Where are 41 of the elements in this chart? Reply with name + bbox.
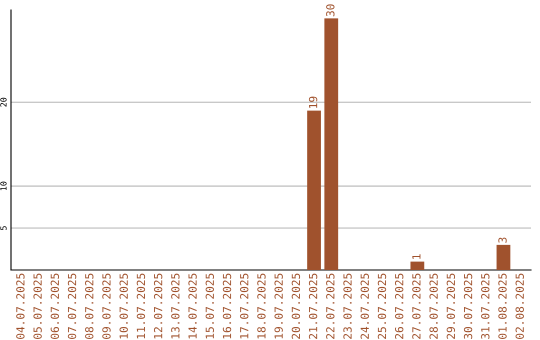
x-tick-label: 31.07.2025 [481,274,490,339]
bar [410,262,424,270]
x-tick-label: 15.07.2025 [206,274,214,338]
x-tick-label: 09.07.2025 [102,274,111,339]
data-label: 30 [326,4,335,16]
x-tick-label: 04.07.2025 [16,274,25,339]
x-tick-label: 28.07.2025 [429,274,438,339]
x-tick-label: 16.07.2025 [222,274,232,338]
x-tick-label: 23.07.2025 [343,274,352,339]
data-label: 3 [498,238,507,243]
bar [496,244,510,270]
data-label: 1 [412,254,420,259]
x-tick-label: 18.07.2025 [257,274,266,338]
x-tick-label: 01.08.2025 [498,274,507,339]
x-tick-label: 22.07.2025 [326,274,335,339]
x-tick-label: 20.07.2025 [292,274,300,339]
bar [307,110,321,270]
x-tick-label: 19.07.2025 [274,274,283,338]
bar [324,18,338,270]
y-tick-label: 5 [0,226,7,230]
x-tick-label: 07.07.2025 [68,274,76,339]
x-tick-label: 12.07.2025 [154,274,162,338]
x-tick-label: 24.07.2025 [360,274,369,339]
x-tick-label: 06.07.2025 [50,274,60,339]
x-tick-label: 08.07.2025 [85,274,94,339]
x-tick-label: 25.07.2025 [378,274,386,339]
x-tick-label: 29.07.2025 [446,274,456,339]
x-tick-label: 13.07.2025 [171,274,180,338]
x-tick-label: 14.07.2025 [188,274,197,338]
x-tick-label: 30.07.2025 [464,274,472,339]
x-tick-label: 21.07.2025 [308,274,318,339]
x-tick-label: 05.07.2025 [33,274,42,339]
x-tick-label: 26.07.2025 [394,274,404,339]
y-tick-label: 10 [0,182,7,190]
y-tick-label: 20 [0,98,7,107]
x-tick-label: 11.07.2025 [136,274,146,338]
data-label: 19 [308,96,318,108]
x-tick-label: 02.08.2025 [516,274,524,339]
x-tick-label: 27.07.2025 [412,274,421,339]
x-tick-label: 10.07.2025 [119,274,128,338]
x-tick-label: 17.07.2025 [240,274,248,338]
